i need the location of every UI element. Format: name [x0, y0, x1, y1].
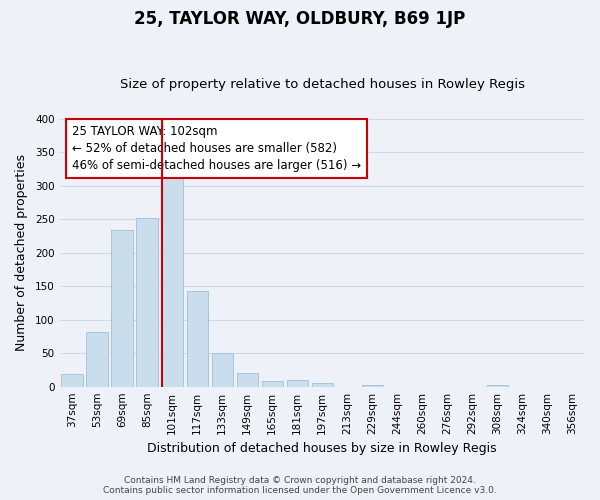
X-axis label: Distribution of detached houses by size in Rowley Regis: Distribution of detached houses by size … [148, 442, 497, 455]
Bar [112, 230, 133, 386]
Y-axis label: Number of detached properties: Number of detached properties [15, 154, 28, 351]
Text: 25, TAYLOR WAY, OLDBURY, B69 1JP: 25, TAYLOR WAY, OLDBURY, B69 1JP [134, 10, 466, 28]
Bar [187, 291, 208, 386]
Bar [212, 353, 233, 386]
Title: Size of property relative to detached houses in Rowley Regis: Size of property relative to detached ho… [120, 78, 525, 91]
Bar [311, 384, 333, 386]
Bar [287, 380, 308, 386]
Text: 25 TAYLOR WAY: 102sqm
← 52% of detached houses are smaller (582)
46% of semi-det: 25 TAYLOR WAY: 102sqm ← 52% of detached … [72, 126, 361, 172]
Text: Contains HM Land Registry data © Crown copyright and database right 2024.
Contai: Contains HM Land Registry data © Crown c… [103, 476, 497, 495]
Bar [262, 382, 283, 386]
Bar [86, 332, 108, 386]
Bar [236, 374, 258, 386]
Bar [61, 374, 83, 386]
Bar [161, 177, 183, 386]
Bar [136, 218, 158, 386]
